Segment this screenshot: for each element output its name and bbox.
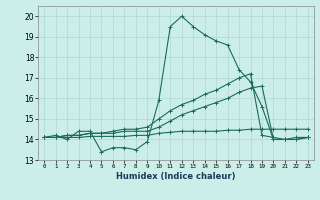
X-axis label: Humidex (Indice chaleur): Humidex (Indice chaleur) (116, 172, 236, 181)
